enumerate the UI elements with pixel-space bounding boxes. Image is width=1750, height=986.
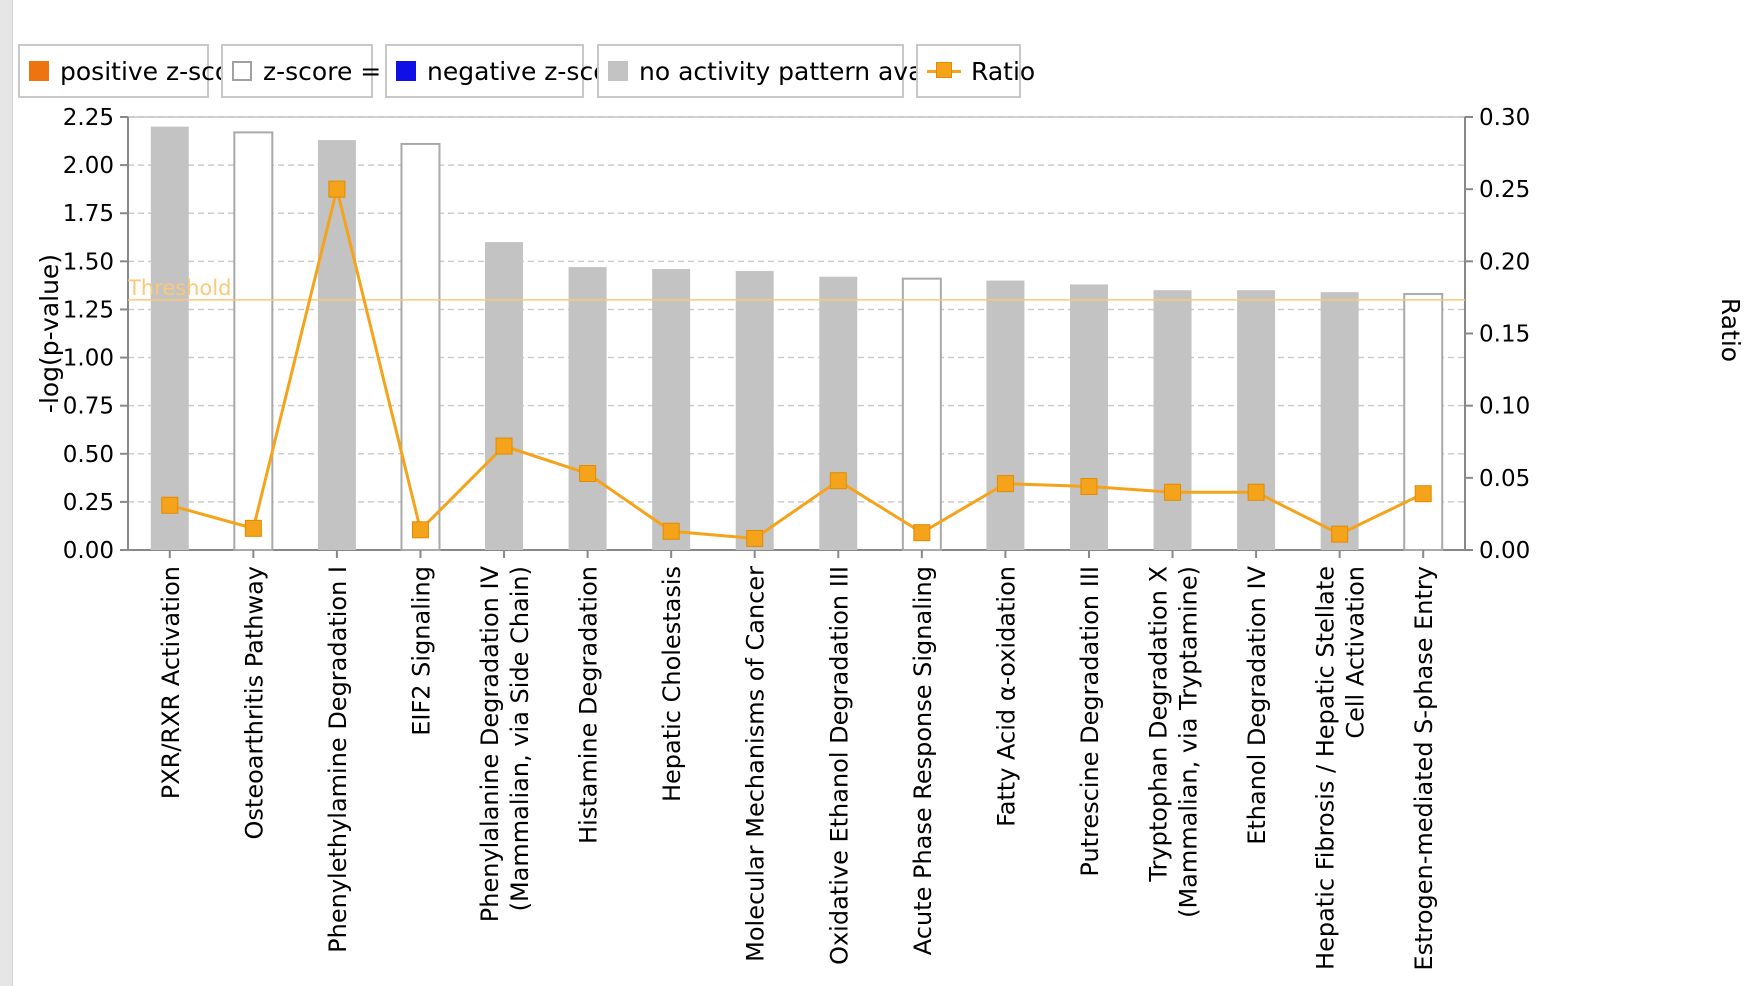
x-tick-label: Putrescine Degradation III	[1076, 566, 1104, 877]
y-tick-label: 0.00	[63, 538, 114, 564]
ratio-point	[1080, 477, 1098, 495]
ratio-line	[169, 188, 1424, 540]
y2-axis-title: Ratio	[1716, 298, 1745, 362]
bar	[1403, 293, 1444, 551]
legend-swatch-zero	[232, 61, 252, 81]
bar	[1069, 284, 1108, 550]
bar	[1320, 292, 1359, 550]
ratio-point	[829, 472, 847, 490]
bar	[1237, 290, 1276, 550]
x-tick-label: Molecular Mechanisms of Cancer	[742, 566, 770, 962]
legend-ratio[interactable]: Ratio	[916, 44, 1035, 98]
bar	[652, 269, 691, 550]
ratio-point	[1164, 483, 1182, 501]
x-tick-label: Tryptophan Degradation X	[1145, 566, 1173, 883]
y-axis-title: -log(p-value)	[35, 254, 64, 413]
bar	[485, 242, 524, 551]
y2-tick-label: 0.10	[1479, 394, 1530, 420]
ratio-point	[579, 465, 597, 483]
y-tick-label: 0.25	[63, 490, 114, 516]
y-tick-label: 1.00	[63, 346, 114, 372]
bar	[150, 126, 189, 550]
x-tick-label: Fatty Acid α-oxidation	[992, 566, 1020, 827]
threshold-label: Threshold	[127, 276, 232, 300]
y2-tick-label: 0.20	[1479, 249, 1530, 275]
legend-zero-z-score[interactable]: z-score = 0	[221, 44, 405, 98]
legend-swatch-no-activity	[608, 61, 628, 81]
x-tick-label: Phenylalanine Degradation IV	[476, 565, 504, 922]
ratio-marker-icon	[927, 60, 961, 82]
x-tick-label: Acute Phase Response Signaling	[909, 566, 937, 955]
bar	[735, 270, 774, 550]
x-tick-label: Oxidative Ethanol Degradation III	[825, 566, 853, 965]
x-tick-label: Cell Activation	[1342, 566, 1370, 739]
x-tick-label: Osteoarthritis Pathway	[240, 566, 268, 839]
legend-swatch-positive	[29, 61, 49, 81]
y2-tick-label: 0.00	[1479, 538, 1530, 564]
bar	[986, 280, 1025, 550]
ratio-point	[161, 496, 179, 514]
y2-tick-label: 0.25	[1479, 177, 1530, 203]
ratio-point	[1247, 483, 1265, 501]
x-tick-label: Phenylethylamine Degradation I	[324, 566, 352, 953]
ratio-point	[411, 521, 429, 539]
left-border-strip	[0, 0, 12, 986]
x-tick-label: Hepatic Fibrosis / Hepatic Stellate	[1312, 566, 1340, 970]
ratio-point	[662, 522, 680, 540]
y-tick-label: 2.25	[63, 105, 114, 131]
legend-label-ratio: Ratio	[971, 56, 1036, 86]
ratio-point	[746, 529, 764, 547]
y2-tick-label: 0.15	[1479, 322, 1530, 348]
ratio-point	[1414, 485, 1432, 503]
ratio-point	[913, 524, 931, 542]
y-tick-label: 0.75	[63, 394, 114, 420]
ratio-point	[495, 437, 513, 455]
y-tick-label: 1.75	[63, 201, 114, 227]
x-tick-label: Hepatic Cholestasis	[658, 566, 686, 802]
x-tick-label: Histamine Degradation	[575, 566, 603, 844]
bar	[317, 140, 356, 551]
x-tick-label: (Mammalian, via Side Chain)	[506, 566, 534, 911]
left-border-line	[12, 0, 13, 986]
bar	[568, 267, 607, 550]
x-tick-label: (Mammalian, via Tryptamine)	[1175, 566, 1203, 918]
y-tick-label: 1.25	[63, 297, 114, 323]
x-tick-label: Estrogen-mediated S-phase Entry	[1410, 566, 1438, 971]
y-tick-label: 2.00	[63, 153, 114, 179]
bar	[400, 142, 441, 551]
bar	[901, 277, 942, 551]
x-tick-label: Ethanol Degradation IV	[1243, 565, 1271, 844]
legend-swatch-negative	[396, 61, 416, 81]
bar	[233, 131, 274, 551]
legend-label-zero: z-score = 0	[263, 56, 406, 86]
y-tick-label: 1.50	[63, 249, 114, 275]
y2-tick-label: 0.30	[1479, 105, 1530, 131]
ratio-point	[996, 475, 1014, 493]
ratio-point	[328, 180, 346, 198]
ratio-point	[244, 519, 262, 537]
bar	[1153, 290, 1192, 550]
y2-tick-label: 0.05	[1479, 466, 1530, 492]
x-tick-label: PXR/RXR Activation	[157, 566, 185, 799]
y-tick-label: 0.50	[63, 442, 114, 468]
x-tick-label: EIF2 Signaling	[407, 566, 435, 736]
bar	[819, 276, 858, 550]
ratio-point	[1331, 525, 1349, 543]
